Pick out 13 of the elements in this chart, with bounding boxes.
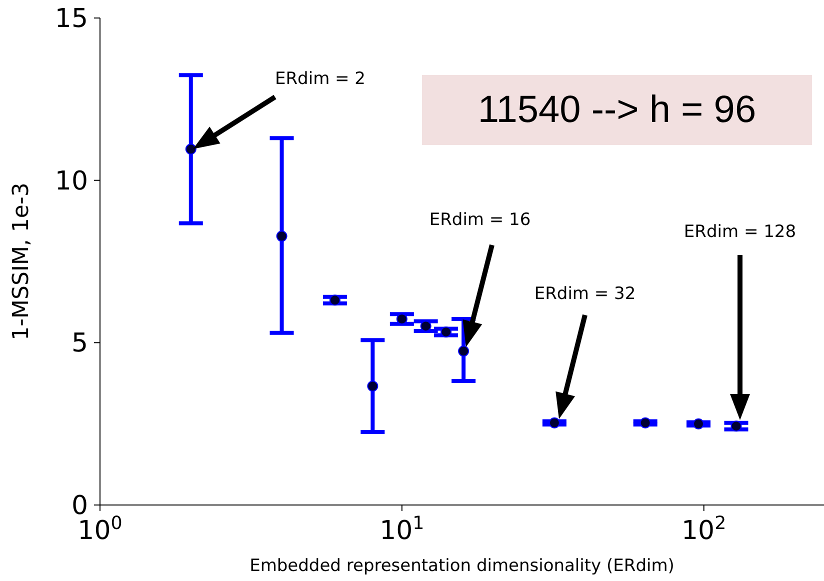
y-tick-label: 15: [54, 4, 88, 34]
annotation: ERdim = 2: [275, 69, 366, 89]
annotation: ERdim = 32: [534, 284, 636, 304]
y-tick-label: 0: [71, 491, 88, 521]
y-tick-label: 10: [54, 166, 88, 196]
annotation: 11540 --> h = 96: [422, 75, 812, 145]
x-tick-label: 10$^{2}$: [682, 512, 726, 546]
x-tick-label: 10$^{1}$: [380, 512, 424, 546]
y-tick-label: 5: [71, 328, 88, 359]
annotation: ERdim = 16: [429, 210, 531, 230]
x-axis-title: Embedded representation dimensionality (ERdim): [250, 556, 674, 576]
annotation: ERdim = 128: [684, 222, 796, 242]
y-axis-title: 1-MSSIM, 1e-3: [8, 182, 34, 340]
